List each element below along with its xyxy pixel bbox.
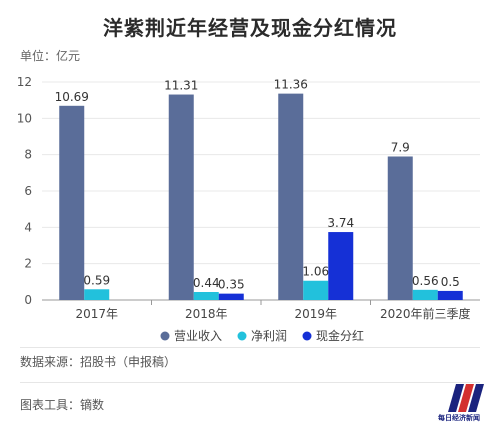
legend-label: 现金分红 bbox=[316, 328, 364, 343]
legend-label: 净利润 bbox=[251, 329, 287, 343]
bar-现金分红 bbox=[437, 290, 463, 300]
bar-净利润 bbox=[412, 289, 438, 300]
legend-marker bbox=[302, 331, 312, 341]
divider bbox=[20, 347, 480, 348]
bar-营业收入 bbox=[278, 93, 304, 300]
bar-chart: 0 2 4 6 8 10 12 2017年 10.69 0.59 2018年 11.31 0.440.3… bbox=[17, 75, 480, 343]
bar-净利润 bbox=[84, 289, 110, 300]
divider bbox=[20, 382, 480, 383]
bar-净利润 bbox=[303, 280, 329, 300]
x-tick-label: 2020年前三季度 bbox=[380, 306, 471, 321]
bar-净利润 bbox=[193, 292, 219, 300]
y-tick-label: 10 bbox=[17, 111, 32, 125]
y-tick-label: 2 bbox=[24, 257, 32, 271]
x-tick-label: 2019年 bbox=[294, 307, 337, 321]
data-label: 0.35 bbox=[218, 278, 245, 292]
logo-text: 每日经济新闻 bbox=[438, 414, 480, 422]
data-label: 10.69 bbox=[55, 90, 89, 104]
data-label: 1.06 bbox=[302, 265, 329, 279]
bar-营业收入 bbox=[168, 94, 194, 300]
legend-marker bbox=[160, 331, 170, 341]
chart-title: 洋紫荆近年经营及现金分红情况 bbox=[103, 16, 397, 40]
bar-现金分红 bbox=[218, 293, 244, 300]
y-tick-label: 4 bbox=[24, 220, 32, 234]
data-source: 数据来源：招股书（申报稿） bbox=[20, 355, 177, 369]
data-label: 11.31 bbox=[164, 79, 198, 93]
legend-marker bbox=[237, 331, 247, 341]
nbd-logo bbox=[448, 384, 484, 412]
y-tick-label: 6 bbox=[24, 184, 32, 198]
chart-tool: 图表工具：镝数 bbox=[20, 398, 105, 412]
data-label: 7.9 bbox=[391, 140, 410, 154]
x-tick-label: 2017年 bbox=[75, 307, 118, 321]
y-tick-label: 8 bbox=[24, 148, 32, 162]
data-label: 11.36 bbox=[274, 78, 308, 92]
y-tick-label: 0 bbox=[24, 293, 32, 307]
data-label: 3.74 bbox=[327, 216, 354, 230]
legend-label: 营业收入 bbox=[174, 329, 222, 343]
bar-营业收入 bbox=[387, 156, 413, 300]
bar-营业收入 bbox=[59, 105, 85, 300]
data-label: 0.56 bbox=[412, 274, 439, 288]
data-label: 0.44 bbox=[193, 276, 220, 290]
x-tick-label: 2018年 bbox=[185, 307, 228, 321]
data-label: 0.5 bbox=[441, 275, 460, 289]
data-label: 0.59 bbox=[83, 273, 110, 287]
bar-现金分红 bbox=[328, 232, 354, 300]
unit-label: 单位：亿元 bbox=[20, 49, 81, 63]
y-tick-label: 12 bbox=[17, 75, 32, 89]
